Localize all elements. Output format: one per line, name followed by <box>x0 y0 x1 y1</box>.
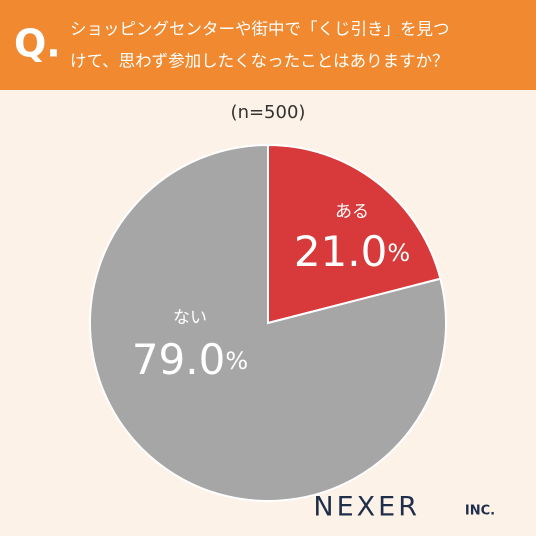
value-label: 21.0% <box>294 227 410 276</box>
slice-label: ない <box>173 308 207 328</box>
logo-suffix: INC. <box>465 504 495 519</box>
badge: Q. <box>14 22 61 66</box>
value-label: 79.0% <box>132 335 248 384</box>
pie-slice <box>89 143 447 502</box>
slice-label: ある <box>335 202 369 222</box>
pie-slice <box>267 143 442 325</box>
chart-title: ショッピングセンターや街中で「くじ引き」を見つ <box>70 20 450 39</box>
subtitle: (n=500) <box>231 102 306 123</box>
pie: ある 21.0% ない 79.0% <box>89 143 447 502</box>
chart-title: けて、思わず参加したくなったことはありますか？ <box>70 52 449 71</box>
header-band <box>0 0 536 90</box>
logo-name: NEXER <box>313 492 420 523</box>
